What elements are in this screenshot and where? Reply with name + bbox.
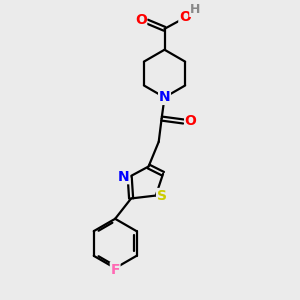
Text: F: F: [110, 262, 120, 277]
Text: O: O: [179, 10, 191, 24]
Text: N: N: [118, 170, 130, 184]
Text: N: N: [159, 90, 170, 104]
Text: O: O: [135, 13, 147, 27]
Text: S: S: [157, 189, 166, 202]
Text: H: H: [190, 3, 200, 16]
Text: O: O: [185, 115, 197, 128]
